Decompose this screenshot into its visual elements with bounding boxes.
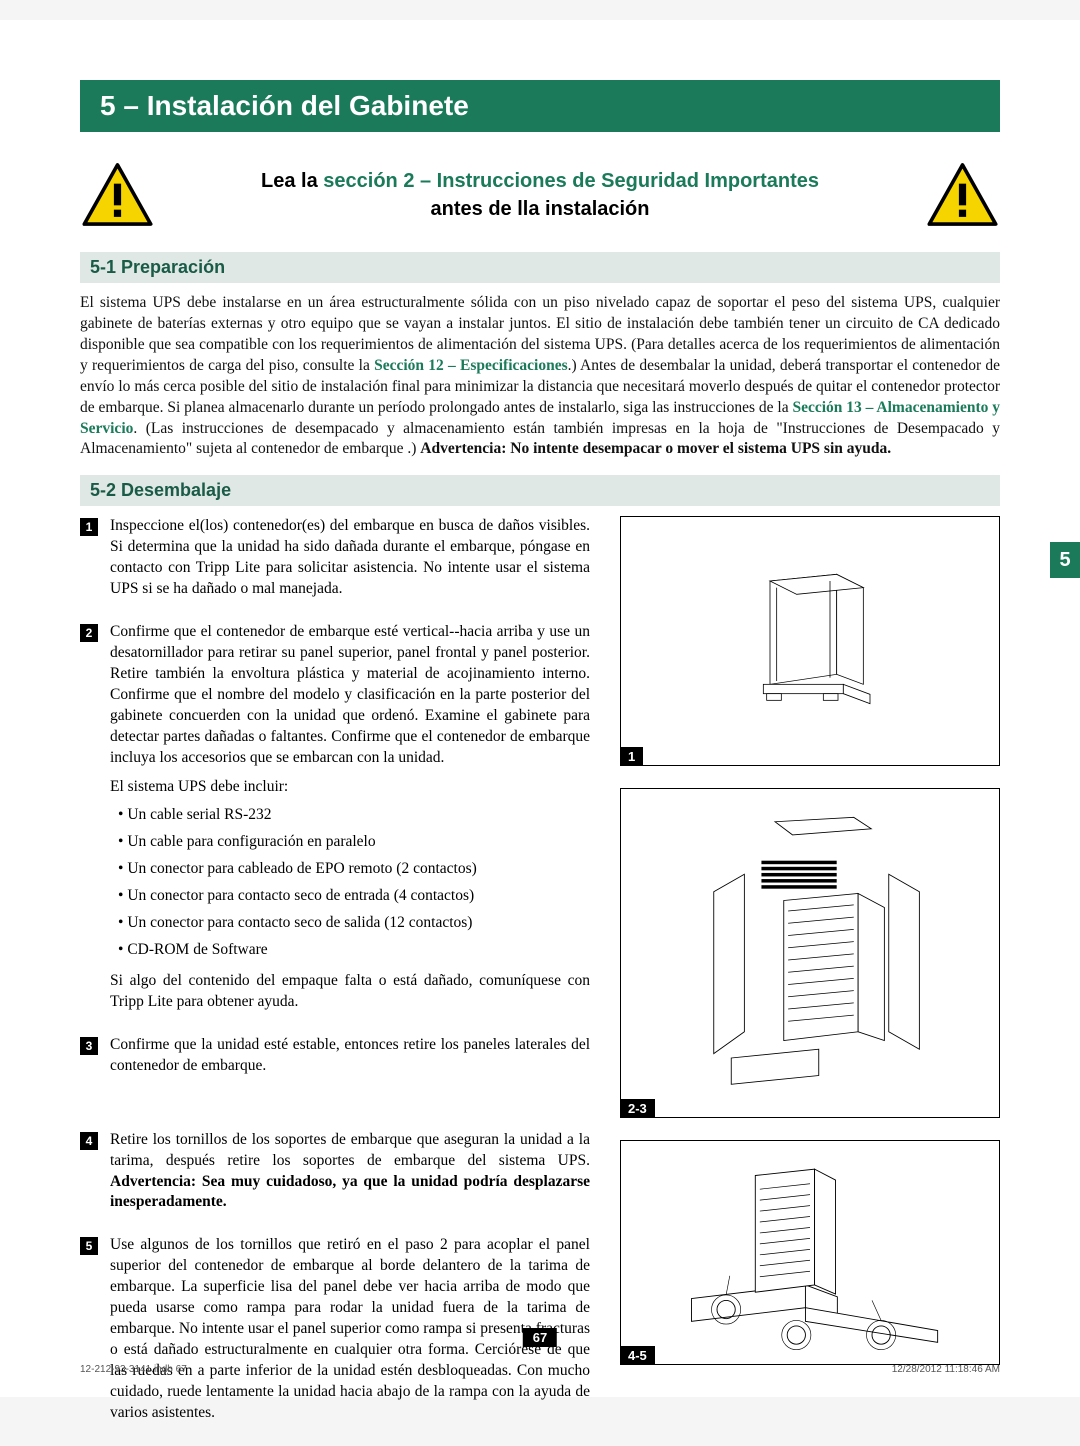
figure-2-3: 2-3 (620, 788, 1000, 1118)
step-number-badge: 3 (80, 1037, 98, 1055)
two-column-layout: 1 Inspeccione el(los) contenedor(es) del… (80, 516, 1000, 1445)
step-4: 4 Retire los tornillos de los soportes d… (80, 1130, 590, 1222)
step-3: 3 Confirme que la unidad esté estable, e… (80, 1035, 590, 1085)
cabinet-crate-illustration (710, 531, 910, 751)
step-number-badge: 5 (80, 1237, 98, 1255)
figure-label: 2-3 (620, 1099, 655, 1118)
warning-line2: antes de lla instalación (431, 198, 650, 220)
list-item: Un cable para configuración en paralelo (118, 832, 590, 853)
figure-label: 4-5 (620, 1346, 655, 1365)
warning-link: sección 2 – Instrucciones de Seguridad I… (323, 170, 819, 192)
page-footer: 12-212-93-3141.indb 67 12/28/2012 11:18:… (80, 1364, 1000, 1375)
section-banner: 5 – Instalación del Gabinete (80, 80, 1000, 132)
step-1-text: Inspeccione el(los) contenedor(es) del e… (110, 516, 590, 600)
step-body: Inspeccione el(los) contenedor(es) del e… (110, 516, 590, 608)
figure-1: 1 (620, 516, 1000, 766)
cabinet-ramp-illustration (655, 1148, 965, 1358)
figure-4-5: 4-5 (620, 1140, 1000, 1365)
warning-prefix: Lea la (261, 170, 323, 192)
step-4-t1: Retire los tornillos de los soportes de … (110, 1131, 590, 1169)
step-1: 1 Inspeccione el(los) contenedor(es) del… (80, 516, 590, 608)
step-5: 5 Use algunos de los tornillos que retir… (80, 1235, 590, 1431)
figure-label: 1 (620, 747, 643, 766)
cabinet-exploded-illustration (670, 798, 950, 1108)
section-tab: 5 (1050, 542, 1080, 578)
subsection-5-1-header: 5-1 Preparación (80, 252, 1000, 283)
warning-heading: Lea la sección 2 – Instrucciones de Segu… (185, 167, 895, 223)
footer-right: 12/28/2012 11:18:46 AM (892, 1364, 1000, 1375)
list-item: CD-ROM de Software (118, 940, 590, 961)
step-number-badge: 2 (80, 624, 98, 642)
step-body: Confirme que la unidad esté estable, ent… (110, 1035, 590, 1085)
step-body: Retire los tornillos de los soportes de … (110, 1130, 590, 1222)
warning-triangle-icon (80, 162, 155, 227)
list-item: Un conector para contacto seco de entrad… (118, 886, 590, 907)
figures-column: 1 (620, 516, 1000, 1445)
step-2-p3: Si algo del contenido del empaque falta … (110, 971, 590, 1013)
prep-warning-bold: Advertencia: No intente desempacar o mov… (420, 440, 891, 457)
subsection-5-2-header: 5-2 Desembalaje (80, 475, 1000, 506)
page: 5 – Instalación del Gabinete Lea la secc… (0, 20, 1080, 1397)
step-body: Confirme que el contenedor de embarque e… (110, 622, 590, 1021)
list-item: Un conector para contacto seco de salida… (118, 913, 590, 934)
page-number-badge: 67 (523, 1328, 557, 1347)
included-items-list: Un cable serial RS-232 Un cable para con… (110, 805, 590, 961)
footer-left: 12-212-93-3141.indb 67 (80, 1364, 187, 1375)
step-2-p1: Confirme que el contenedor de embarque e… (110, 622, 590, 768)
steps-column: 1 Inspeccione el(los) contenedor(es) del… (80, 516, 590, 1445)
warning-row: Lea la sección 2 – Instrucciones de Segu… (80, 162, 1000, 227)
prep-paragraph: El sistema UPS debe instalarse en un áre… (80, 293, 1000, 460)
step-number-badge: 1 (80, 518, 98, 536)
step-2-p2: El sistema UPS debe incluir: (110, 777, 590, 798)
step-5-text: Use algunos de los tornillos que retiró … (110, 1235, 590, 1423)
step-4-text: Retire los tornillos de los soportes de … (110, 1130, 590, 1214)
list-item: Un conector para cableado de EPO remoto … (118, 859, 590, 880)
step-4-bold: Advertencia: Sea muy cuidadoso, ya que l… (110, 1173, 590, 1211)
step-number-badge: 4 (80, 1132, 98, 1150)
step-2: 2 Confirme que el contenedor de embarque… (80, 622, 590, 1021)
step-body: Use algunos de los tornillos que retiró … (110, 1235, 590, 1431)
warning-triangle-icon (925, 162, 1000, 227)
step-3-text: Confirme que la unidad esté estable, ent… (110, 1035, 590, 1077)
list-item: Un cable serial RS-232 (118, 805, 590, 826)
prep-link-1: Sección 12 – Especificaciones (374, 357, 568, 374)
